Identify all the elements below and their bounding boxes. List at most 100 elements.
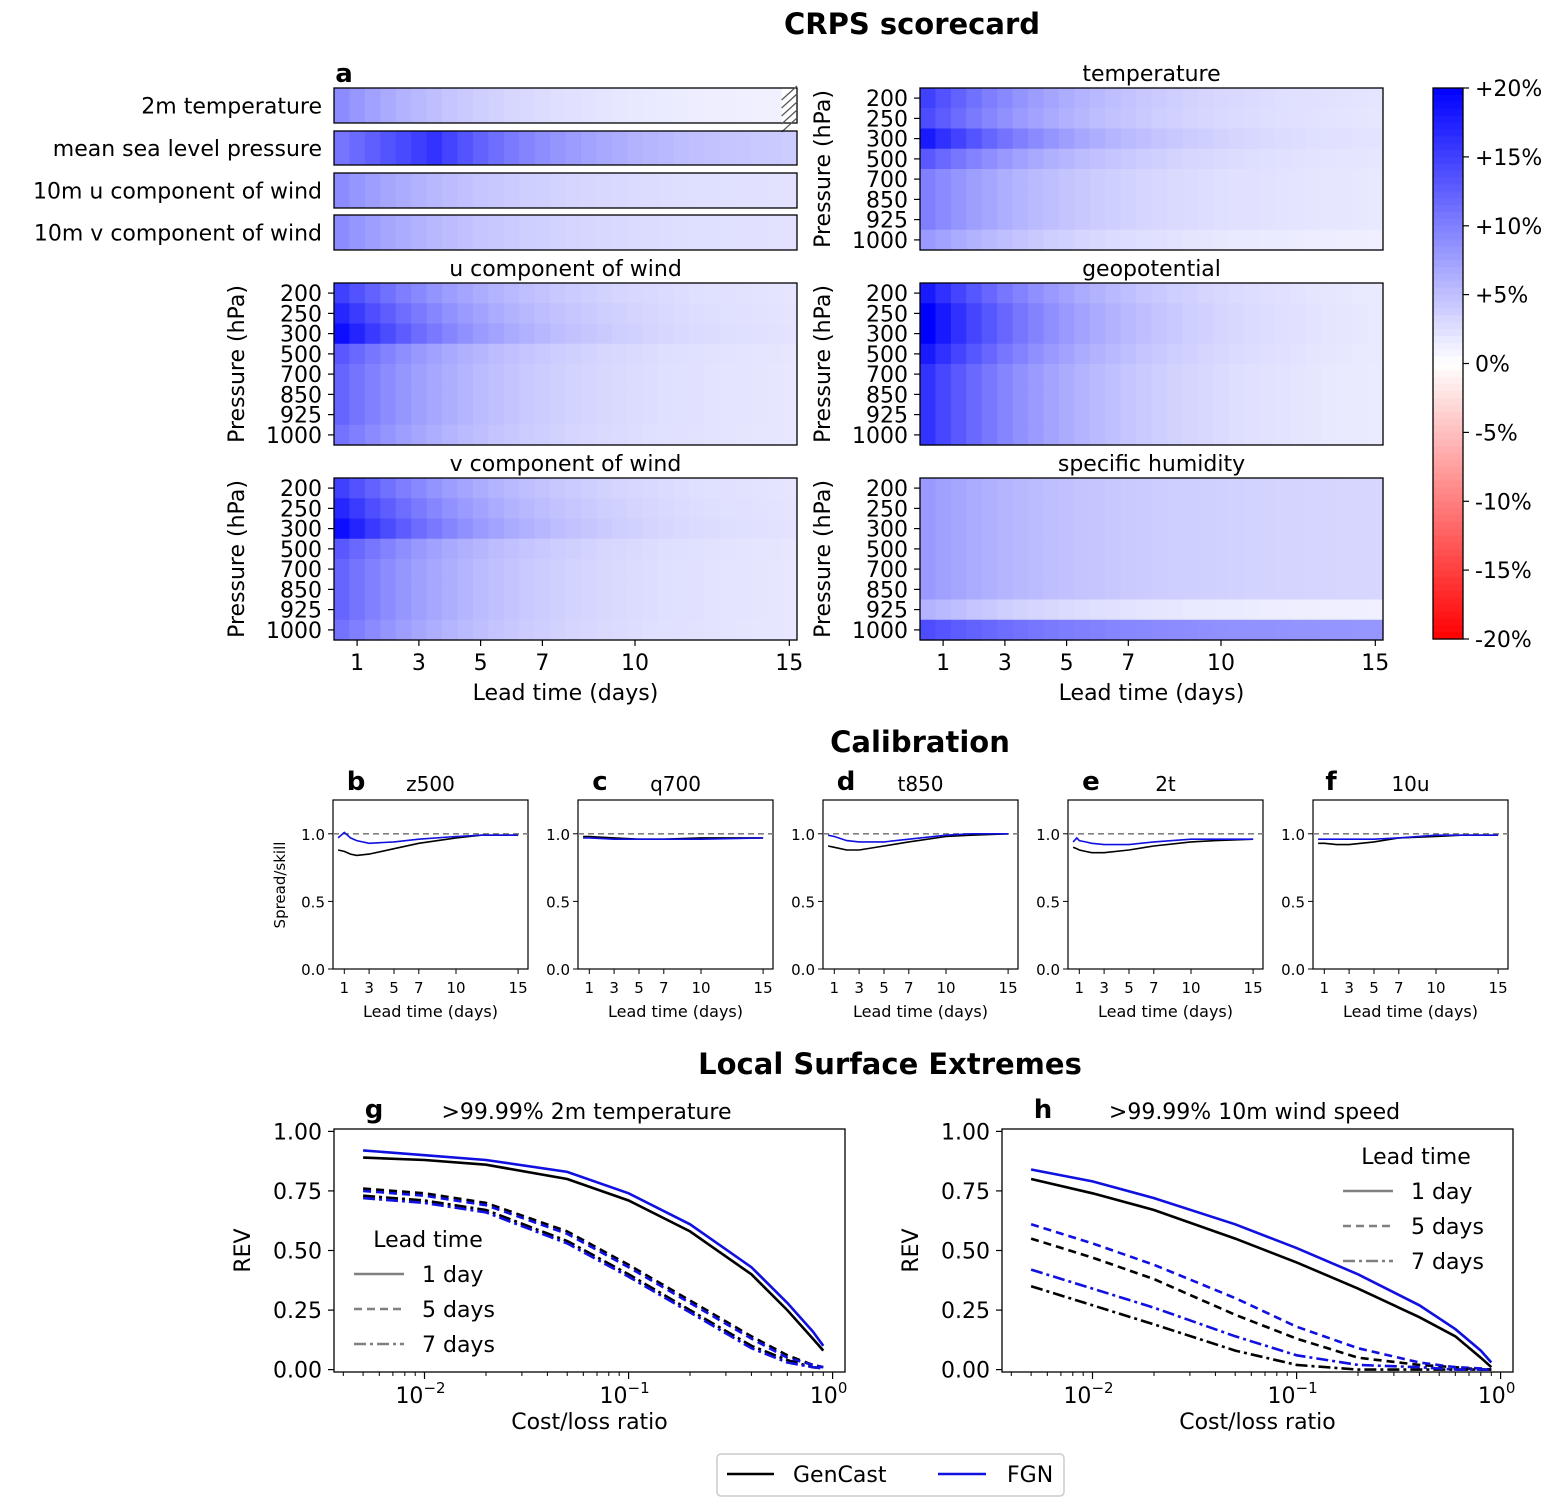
heatmap-cell	[1274, 148, 1291, 170]
heatmap-cell	[673, 579, 690, 601]
heatmap-cell	[1089, 404, 1106, 426]
heatmap-cell	[503, 538, 520, 560]
heatmap-cell	[1336, 128, 1353, 150]
heatmap-cell	[704, 424, 721, 446]
heatmap-cell	[1058, 579, 1075, 601]
heatmap-cell	[1274, 209, 1291, 231]
heatmap-cell	[1290, 579, 1307, 601]
heatmap-cell	[658, 478, 675, 499]
heatmap-cell	[442, 343, 459, 365]
heatmap-cell	[1352, 323, 1369, 345]
heatmap-cell	[1166, 148, 1183, 170]
heatmap-cell	[1089, 498, 1106, 520]
heatmap-cell	[349, 518, 366, 540]
rev-line-fgn-1-day	[362, 1149, 825, 1347]
heatmap-cell	[1012, 364, 1029, 385]
heatmap-cell	[334, 599, 351, 621]
heatmap-cell	[1213, 424, 1230, 446]
heatmap-cell	[981, 559, 998, 580]
heatmap-cell	[935, 579, 952, 601]
heatmap-cell	[1120, 518, 1137, 540]
heatmap-cell	[1336, 538, 1353, 560]
heatmap-cell	[658, 498, 675, 520]
heatmap-cell	[1166, 323, 1183, 345]
heatmap-cell	[1120, 148, 1137, 170]
heatmap-cell	[380, 283, 397, 304]
pressure-tick-label: 200	[866, 282, 908, 307]
heatmap-cell	[1197, 323, 1214, 345]
heatmap-cell	[1213, 538, 1230, 560]
heatmap-cell	[704, 579, 721, 601]
heatmap-cell	[395, 498, 412, 520]
heatmap-cell	[1352, 579, 1369, 601]
heatmap-cell	[673, 303, 690, 325]
heatmap-cell	[1012, 538, 1029, 560]
heatmap-cell	[1058, 323, 1075, 345]
heatmap-cell	[750, 283, 767, 304]
heatmap-cell	[935, 599, 952, 621]
rev-y-axis-label: REV	[231, 1228, 256, 1272]
heatmap-cell	[1151, 303, 1168, 325]
section-title-extremes: Local Surface Extremes	[698, 1047, 1082, 1081]
calibration-panel-frame	[1312, 799, 1509, 970]
rev-x-tick-label: 10−1	[600, 1379, 650, 1409]
heatmap-cell	[1290, 88, 1307, 109]
heatmap-cell	[1028, 619, 1045, 641]
heatmap-cell	[935, 384, 952, 406]
heatmap-cell	[349, 343, 366, 365]
heatmap-cell	[688, 343, 705, 365]
heatmap-cell	[1228, 404, 1245, 426]
rev-line-gencast-1-day	[363, 1156, 825, 1352]
colorbar-segment	[1433, 149, 1463, 158]
rev-y-tick-label: 0.75	[941, 1180, 990, 1205]
heatmap-cell	[966, 209, 983, 231]
heatmap-cell	[966, 478, 983, 499]
heatmap-cell	[380, 88, 397, 123]
heatmap-cell	[1259, 229, 1276, 251]
heatmap-cell	[503, 88, 520, 123]
heatmap-cell	[935, 518, 952, 540]
heatmap-cell	[950, 189, 967, 211]
calibration-y-tick-label: 0.5	[301, 893, 325, 911]
pressure-tick-label: 700	[866, 363, 908, 388]
heatmap-cell	[395, 173, 412, 208]
heatmap-cell	[611, 599, 628, 621]
heatmap-cell	[1105, 404, 1122, 426]
pressure-tick-label: 700	[280, 558, 322, 583]
heatmap-cell	[1120, 323, 1137, 345]
heatmap-cell	[1197, 559, 1214, 580]
heatmap-cell	[935, 189, 952, 211]
heatmap-cell	[1336, 384, 1353, 406]
heatmap-cell	[719, 518, 736, 540]
heatmap-cell	[658, 559, 675, 580]
heatmap-cell	[442, 619, 459, 641]
heatmap-cell	[1043, 189, 1060, 211]
colorbar-segment	[1433, 184, 1463, 192]
heatmap-cell	[1321, 148, 1338, 170]
heatmap-cell	[380, 599, 397, 621]
lead-time-tick-label: 15	[775, 651, 803, 676]
heatmap-cell	[411, 619, 428, 641]
colorbar-segment	[1433, 508, 1463, 516]
heatmap-cell	[673, 88, 690, 123]
heatmap-cell	[534, 404, 551, 426]
heatmap-cell	[1213, 478, 1230, 499]
heatmap-cell	[519, 131, 536, 165]
heatmap-cell	[766, 619, 783, 641]
heatmap-cell	[1259, 108, 1276, 130]
heatmap-cell	[550, 538, 567, 560]
heatmap-cell	[1367, 148, 1384, 170]
heatmap-cell	[519, 559, 536, 580]
heatmap-cell	[395, 579, 412, 601]
heatmap-cell	[442, 404, 459, 426]
heatmap-cell	[1028, 498, 1045, 520]
heatmap-cell	[1089, 323, 1106, 345]
heatmap-cell	[673, 599, 690, 621]
heatmap-cell	[642, 173, 659, 208]
heatmap-cell	[1259, 579, 1276, 601]
heatmap-cell	[596, 323, 613, 345]
section-title-scorecard: CRPS scorecard	[784, 7, 1040, 41]
heatmap-cell	[1259, 148, 1276, 170]
heatmap-cell	[673, 364, 690, 385]
heatmap-cell	[1197, 283, 1214, 304]
